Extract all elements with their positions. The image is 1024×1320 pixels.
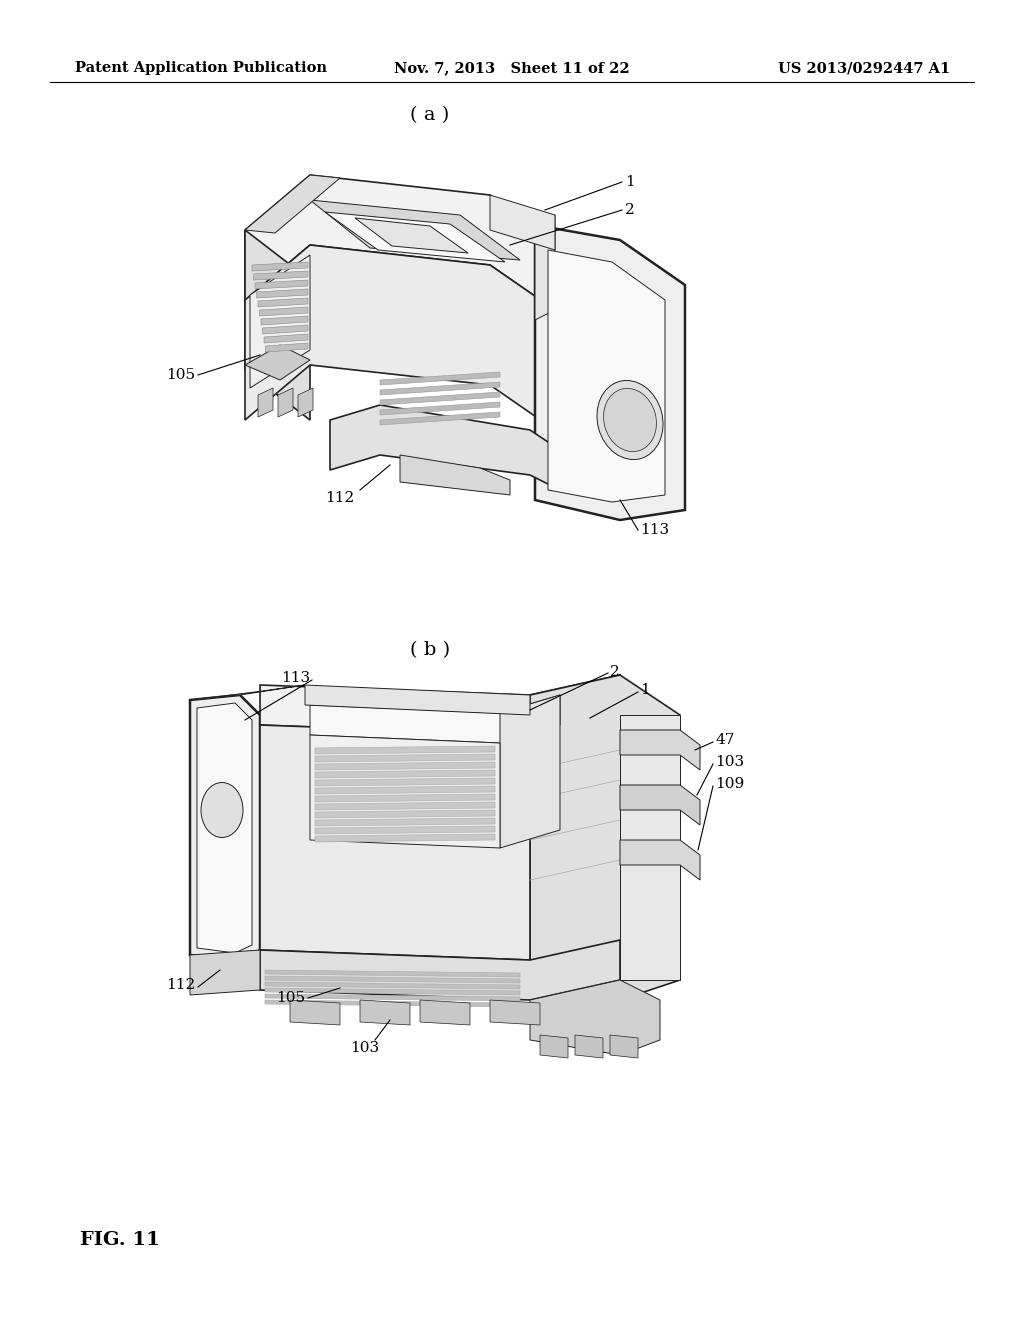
Polygon shape [310,696,560,743]
Ellipse shape [201,783,243,837]
Polygon shape [245,176,340,234]
Polygon shape [278,388,293,417]
Polygon shape [490,195,555,249]
Polygon shape [290,1001,340,1026]
Polygon shape [256,289,308,298]
Polygon shape [260,675,620,735]
Polygon shape [355,218,468,253]
Polygon shape [380,403,500,414]
Polygon shape [245,176,555,310]
Text: 105: 105 [275,991,305,1005]
Polygon shape [315,785,495,795]
Polygon shape [490,1001,540,1026]
Text: 1: 1 [640,682,650,697]
Polygon shape [259,308,308,315]
Polygon shape [315,754,495,762]
Polygon shape [265,343,308,352]
Polygon shape [265,975,520,983]
Polygon shape [575,1035,603,1059]
Text: 112: 112 [326,491,354,506]
Polygon shape [610,1035,638,1059]
Text: ( b ): ( b ) [410,642,451,659]
Polygon shape [310,735,500,847]
Polygon shape [400,455,510,495]
Ellipse shape [603,388,656,451]
Text: US 2013/0292447 A1: US 2013/0292447 A1 [778,61,950,75]
Polygon shape [315,770,495,777]
Polygon shape [260,940,620,1001]
Text: 113: 113 [640,523,669,537]
Polygon shape [380,372,500,385]
Polygon shape [310,201,520,260]
Polygon shape [190,685,305,700]
Text: 2: 2 [625,203,635,216]
Polygon shape [315,826,495,834]
Polygon shape [548,249,665,502]
Text: 47: 47 [715,733,734,747]
Polygon shape [190,696,260,960]
Text: 2: 2 [610,665,620,678]
Polygon shape [245,230,310,420]
Polygon shape [254,271,308,280]
Text: 1: 1 [625,176,635,189]
Polygon shape [298,388,313,417]
Polygon shape [252,261,308,271]
Polygon shape [265,987,520,995]
Polygon shape [530,979,660,1055]
Polygon shape [620,730,700,770]
Polygon shape [315,795,495,803]
Polygon shape [261,315,308,325]
Polygon shape [315,803,495,810]
Text: 103: 103 [715,755,744,770]
Polygon shape [360,1001,410,1026]
Polygon shape [258,298,308,308]
Polygon shape [540,1035,568,1059]
Polygon shape [255,280,308,289]
Polygon shape [380,412,500,425]
Polygon shape [620,840,700,880]
Polygon shape [315,777,495,785]
Polygon shape [330,405,560,490]
Polygon shape [420,1001,470,1026]
Text: Nov. 7, 2013   Sheet 11 of 22: Nov. 7, 2013 Sheet 11 of 22 [394,61,630,75]
Polygon shape [250,255,310,388]
Polygon shape [260,725,530,960]
Polygon shape [265,994,520,1001]
Text: Patent Application Publication: Patent Application Publication [75,61,327,75]
Polygon shape [530,675,680,1001]
Polygon shape [325,213,505,261]
Polygon shape [535,215,555,319]
Polygon shape [315,762,495,770]
Polygon shape [262,325,308,334]
Polygon shape [620,715,680,979]
Polygon shape [380,381,500,395]
Polygon shape [190,950,260,995]
Polygon shape [305,685,530,715]
Polygon shape [315,834,495,842]
Polygon shape [315,746,495,754]
Text: 112: 112 [166,978,195,993]
Polygon shape [315,810,495,818]
Text: FIG. 11: FIG. 11 [80,1232,160,1249]
Polygon shape [535,224,685,520]
Polygon shape [620,785,700,825]
Text: 109: 109 [715,777,744,791]
Polygon shape [265,970,520,977]
Text: 105: 105 [166,368,195,381]
Text: 113: 113 [281,671,310,685]
Polygon shape [264,334,308,343]
Polygon shape [500,696,560,847]
Polygon shape [245,345,310,380]
Ellipse shape [597,380,664,459]
Text: ( a ): ( a ) [411,106,450,124]
Polygon shape [197,704,252,953]
Polygon shape [315,818,495,826]
Text: 103: 103 [350,1041,380,1055]
Polygon shape [258,388,273,417]
Polygon shape [380,392,500,405]
Polygon shape [265,982,520,989]
Polygon shape [245,246,555,430]
Polygon shape [265,1001,520,1007]
